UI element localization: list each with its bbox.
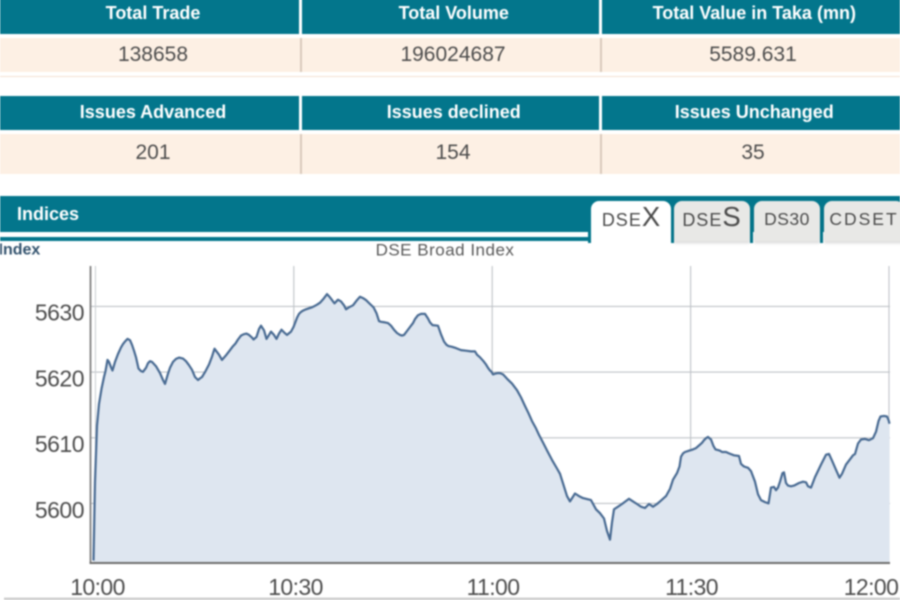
svg-text:Index: Index [0, 242, 40, 259]
svg-text:5630: 5630 [35, 300, 84, 326]
svg-text:5620: 5620 [35, 365, 84, 391]
svg-text:10:00: 10:00 [70, 574, 125, 600]
svg-text:11:30: 11:30 [665, 574, 718, 600]
svg-text:5600: 5600 [35, 497, 84, 523]
svg-text:11:00: 11:00 [467, 574, 520, 600]
svg-text:5610: 5610 [35, 431, 84, 457]
svg-text:10:30: 10:30 [268, 574, 323, 600]
svg-text:12:00: 12:00 [844, 574, 899, 600]
svg-text:DSE Broad Index: DSE Broad Index [376, 241, 515, 260]
